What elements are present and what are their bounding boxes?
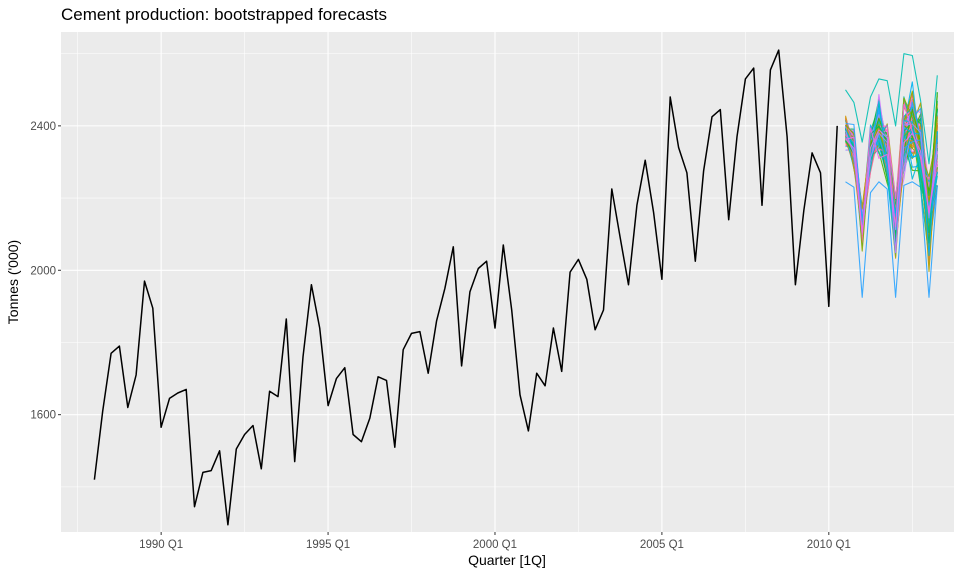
y-tick-label: 2000 [30,265,56,277]
x-axis: 1990 Q1 1995 Q1 2000 Q1 2005 Q1 2010 Q1 [139,532,851,551]
x-tick-label: 1995 Q1 [306,539,350,551]
chart-title: Cement production: bootstrapped forecast… [61,5,387,24]
x-tick-label: 2005 Q1 [640,539,684,551]
x-tick-label: 2000 Q1 [473,539,517,551]
y-tick-label: 2400 [30,121,56,133]
history-line [93,49,838,526]
y-axis: 1600 2000 2400 [30,121,61,422]
forecast-path [845,103,938,234]
forecast-series-group [844,53,938,298]
y-axis-title: Tonnes ('000) [5,240,21,324]
history-series-group [93,49,838,526]
x-axis-title: Quarter [1Q] [468,552,546,568]
y-tick-label: 1600 [30,410,56,422]
x-tick-label: 1990 Q1 [139,539,183,551]
x-tick-label: 2010 Q1 [807,539,851,551]
grid [61,32,954,532]
forecast-path [845,53,938,165]
forecast-path [845,181,938,298]
